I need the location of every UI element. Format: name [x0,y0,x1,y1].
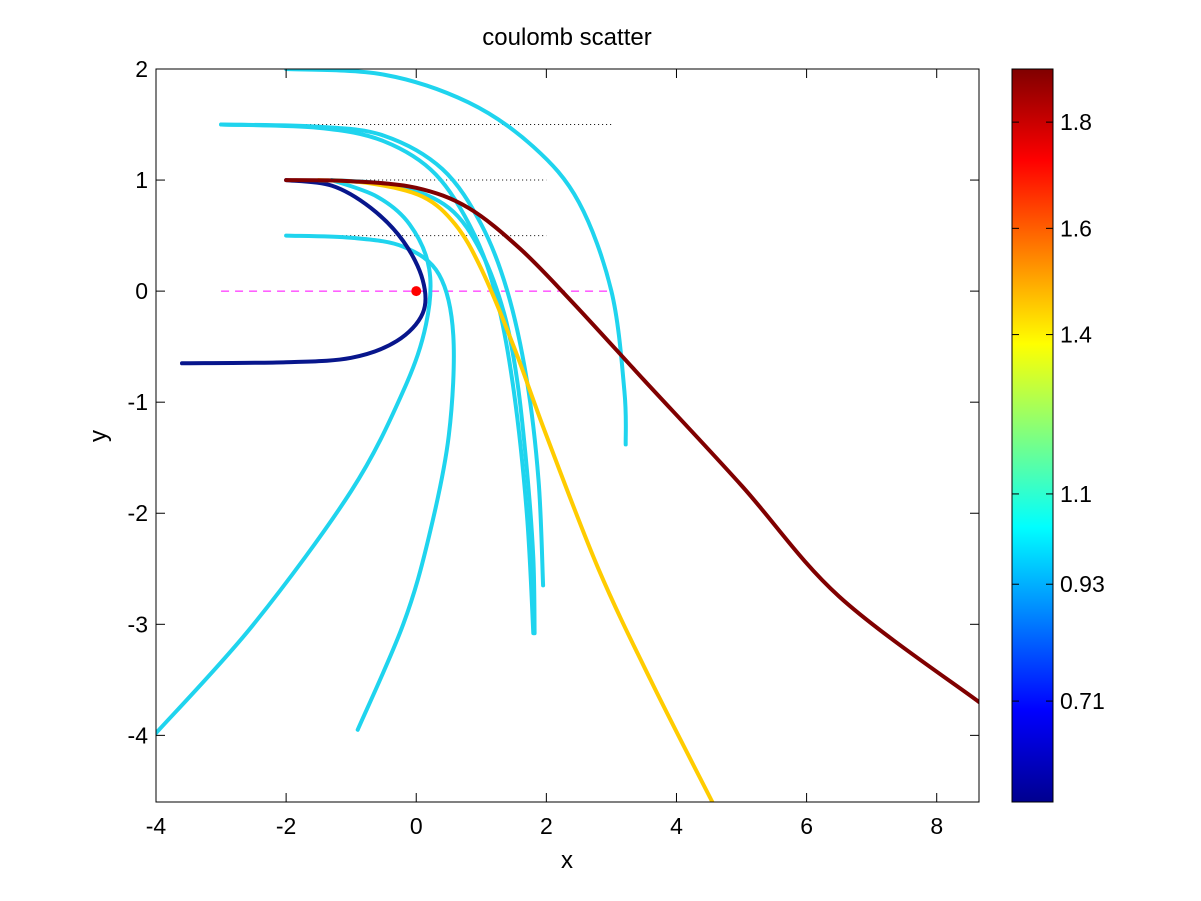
y-tick-label: 1 [135,167,148,193]
reference-lines [221,124,612,292]
x-tick-label: 2 [540,813,553,839]
trajectory-3 [284,233,456,732]
plot-frame [155,68,980,803]
colorbar-tick-label: 1.1 [1060,481,1092,507]
colorbar-tick-label: 1.8 [1060,109,1092,135]
y-tick-label: -4 [128,722,149,748]
trajectory-2 [219,122,536,636]
trajectory-7 [316,178,715,802]
colorbar-tick-label: 1.4 [1060,322,1092,348]
x-tick-label: 4 [670,813,683,839]
x-tick-label: -2 [276,813,296,839]
y-tick-label: -1 [128,389,148,415]
trajectories [156,69,979,802]
colorbar-tick-label: 0.93 [1060,571,1105,597]
trajectory-5 [329,178,537,636]
x-tick-label: 8 [930,813,943,839]
trajectory-1 [219,122,546,588]
trajectory-0 [284,69,628,447]
trajectory-8 [284,178,979,704]
colorbar-gradient [1012,69,1053,802]
y-tick-label: -3 [128,611,148,637]
y-tick-label: -2 [128,500,148,526]
y-ticks: 2 1 0 -1 -2 -3 -4 [128,56,979,748]
colorbar-tick-label: 1.6 [1060,215,1092,241]
x-tick-label: -4 [146,813,167,839]
y-tick-label: 0 [135,278,148,304]
colorbar-tick-label: 0.71 [1060,688,1105,714]
colorbar-frame [1011,68,1054,803]
x-tick-label: 0 [410,813,423,839]
x-tick-label: 6 [800,813,813,839]
x-ticks: -4 -2 0 2 4 6 8 [146,69,943,839]
chart-title: coulomb scatter [482,24,651,51]
colorbar-ticks: 0.71 0.93 1.1 1.4 1.6 1.8 [1012,109,1105,714]
trajectory-6 [180,178,428,366]
y-axis-label: y [85,430,112,442]
nucleus-layer [411,286,422,297]
x-axis-label: x [561,847,573,874]
y-tick-label: 2 [135,56,148,82]
trajectory-4 [156,178,433,736]
nucleus-marker [411,286,422,297]
